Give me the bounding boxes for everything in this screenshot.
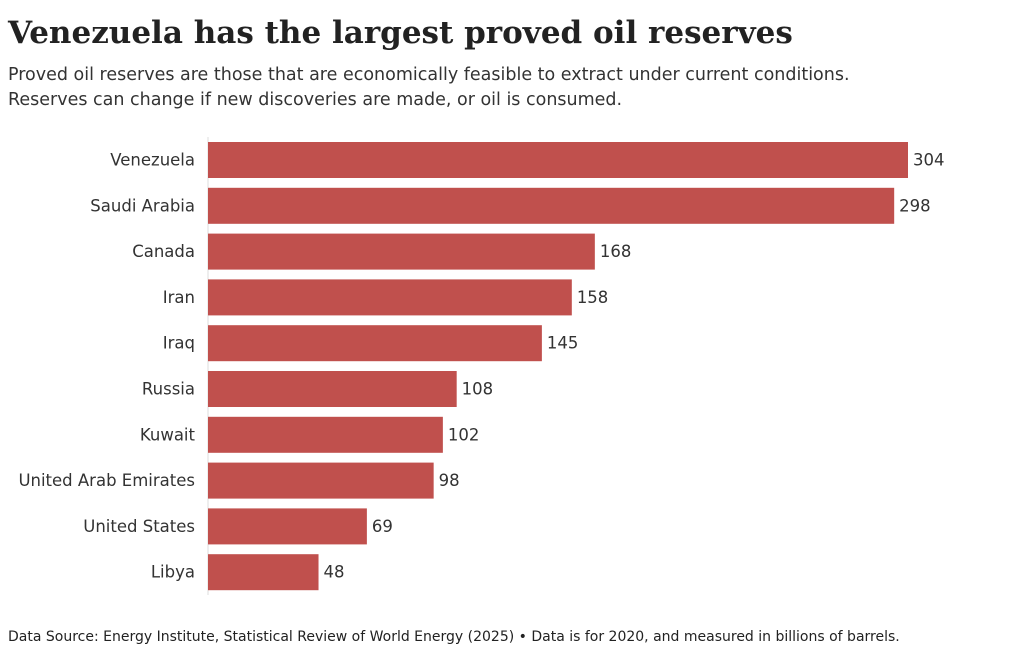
- value-label: 304: [913, 151, 945, 170]
- y-tick-label: Canada: [132, 242, 195, 261]
- bar: [208, 279, 572, 316]
- value-label: 145: [547, 334, 579, 353]
- chart-subtitle: Reserves can change if new discoveries a…: [8, 90, 622, 110]
- bar: [208, 508, 367, 545]
- bar: [208, 416, 443, 453]
- bar: [208, 371, 457, 407]
- bar: [208, 462, 434, 499]
- value-label: 298: [899, 196, 931, 215]
- value-label: 158: [577, 288, 609, 307]
- bar: [208, 325, 542, 362]
- y-tick-label: Kuwait: [140, 425, 196, 444]
- y-tick-label: Russia: [142, 380, 195, 399]
- y-tick-label: Iran: [163, 288, 195, 307]
- y-tick-label: Iraq: [163, 334, 195, 353]
- chart-title: Venezuela has the largest proved oil res…: [7, 15, 793, 51]
- y-tick-label: United States: [83, 517, 195, 536]
- footnote: Data Source: Energy Institute, Statistic…: [8, 629, 900, 645]
- chart-subtitle: Proved oil reserves are those that are e…: [8, 65, 850, 85]
- value-label: 98: [439, 471, 460, 490]
- y-tick-label: Saudi Arabia: [90, 196, 195, 215]
- value-label: 48: [324, 563, 345, 582]
- y-tick-label: Venezuela: [110, 151, 195, 170]
- bar: [208, 554, 319, 591]
- y-tick-label: United Arab Emirates: [18, 471, 195, 490]
- value-label: 168: [600, 242, 632, 261]
- bar: [208, 187, 895, 224]
- bar: [208, 142, 908, 178]
- bar: [208, 233, 595, 270]
- value-label: 102: [448, 425, 480, 444]
- y-tick-label: Libya: [151, 563, 195, 582]
- value-label: 69: [372, 517, 393, 536]
- value-label: 108: [462, 380, 494, 399]
